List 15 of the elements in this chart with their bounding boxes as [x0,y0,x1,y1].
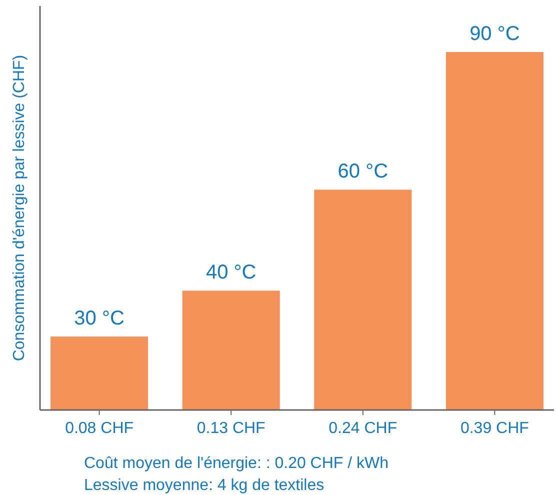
y-axis-title: Consommation d'énergie par lessive (CHF) [11,54,28,362]
text: Coût moyen de l'énergie: : 0.20 CHF / kWh [84,455,389,472]
data-label: 0.08 CHF [65,420,134,437]
bar [182,290,280,410]
data-label: 0.13 CHF [196,420,266,437]
bar [50,336,148,410]
data-label: 0.39 CHF [460,420,530,437]
x-tick-label: 40 °C [206,262,256,284]
data-label: 0.24 CHF [328,420,398,437]
text: Lessive moyenne: 4 kg de textiles [84,477,324,494]
bar [446,52,544,410]
x-tick-label: 60 °C [338,160,388,183]
bar [314,190,412,410]
x-tick-label: 30 °C [74,308,124,330]
x-tick-label: 90 °C [470,23,520,45]
